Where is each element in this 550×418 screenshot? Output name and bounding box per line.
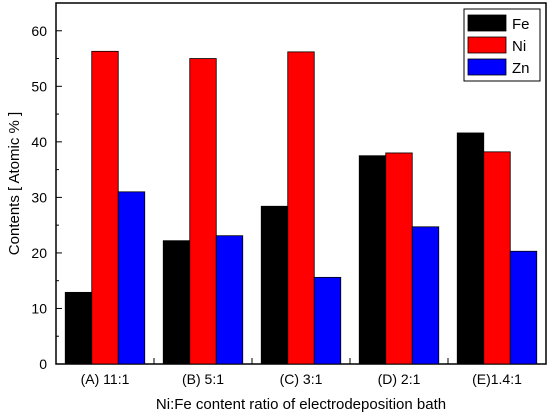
x-axis: (A) 11:1 (B) 5:1 (C) 3:1 (D) 2:1 (E)1.4:1 — [55, 358, 547, 387]
bar-fe-1 — [64, 291, 93, 365]
y-tick-label: 10 — [31, 300, 47, 316]
bar-zn-4 — [411, 226, 440, 365]
x-tick-label: (C) 3:1 — [280, 371, 323, 387]
bar-fe-4 — [358, 155, 387, 365]
legend-label-zn: Zn — [512, 60, 530, 77]
bar-zn-3 — [313, 276, 342, 365]
y-axis-title: Contents [ Atomic % ] — [6, 112, 23, 255]
bar-fe-3 — [260, 205, 289, 365]
bar-ni-5 — [483, 151, 511, 365]
legend-swatch-ni — [467, 36, 507, 54]
bar-ni-4 — [385, 152, 413, 365]
y-tick-label: 40 — [31, 134, 47, 150]
x-tick-label: (E)1.4:1 — [472, 371, 522, 387]
legend-label-ni: Ni — [512, 38, 526, 55]
y-tick-label: 0 — [39, 356, 47, 372]
bar-zn-5 — [509, 250, 538, 365]
x-tick-label: (A) 11:1 — [81, 371, 130, 387]
bar-ni-3 — [287, 51, 315, 365]
y-tick-label: 20 — [31, 245, 47, 261]
bar-zn-1 — [117, 191, 146, 365]
x-tick-label: (B) 5:1 — [182, 371, 224, 387]
bar-fe-5 — [456, 132, 485, 365]
legend-label-fe: Fe — [512, 16, 530, 33]
bar-ni-1 — [91, 50, 119, 365]
x-tick-label: (D) 2:1 — [378, 371, 421, 387]
bar-fe-2 — [162, 240, 191, 365]
x-axis-title: Ni:Fe content ratio of electrodeposition… — [156, 396, 446, 413]
y-tick-label: 60 — [31, 23, 47, 39]
bars-group — [64, 50, 538, 365]
y-tick-label: 30 — [31, 189, 47, 205]
bar-ni-2 — [189, 58, 217, 365]
legend-swatch-zn — [467, 58, 507, 76]
legend-swatch-fe — [467, 14, 507, 32]
legend: Fe Ni Zn — [463, 8, 541, 82]
y-tick-label: 50 — [31, 78, 47, 94]
y-axis: 0 10 20 30 40 50 60 — [31, 2, 62, 372]
bar-zn-2 — [215, 235, 244, 365]
